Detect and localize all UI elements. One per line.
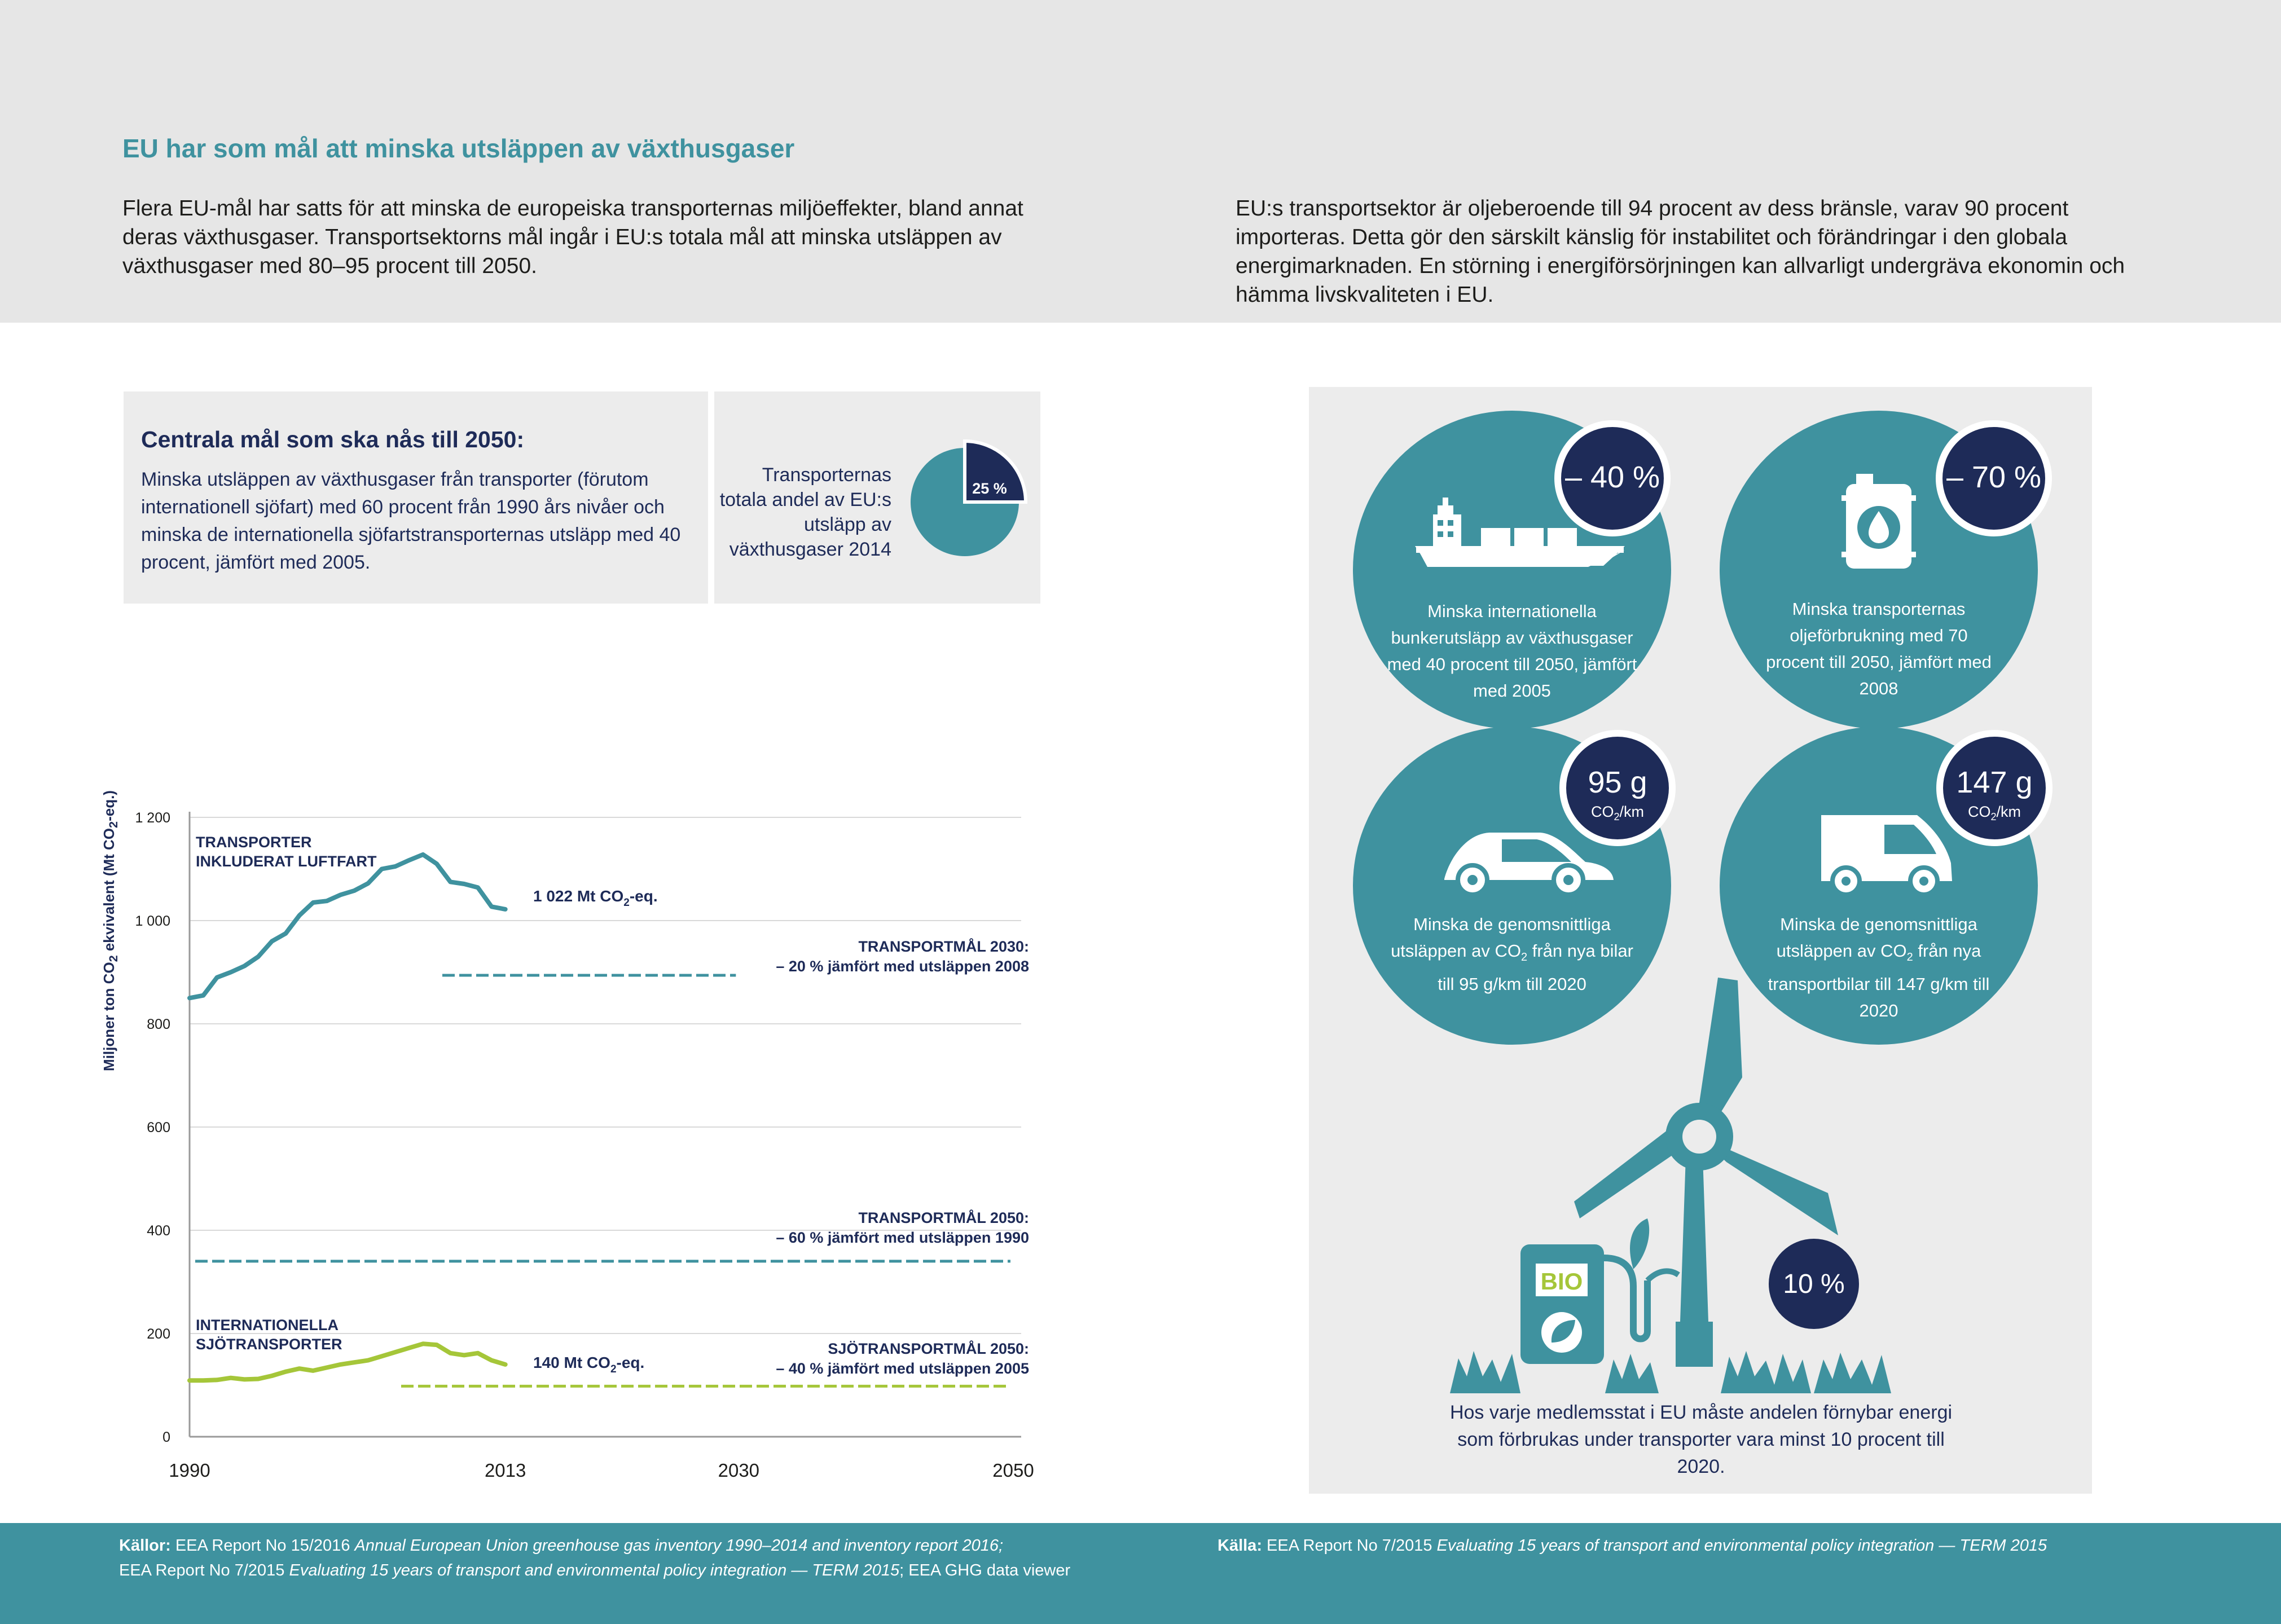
badge-car [1559, 730, 1676, 846]
badge-van [1936, 730, 2053, 846]
x-tick-label-2050: 2050 [992, 1460, 1034, 1481]
goals-title: Centrala mål som ska nås till 2050: [141, 426, 525, 452]
x-tick-label-1990: 1990 [169, 1460, 210, 1481]
target-ship-label-line2: – 40 % jämfört med utsläppen 2005 [776, 1360, 1029, 1377]
infographic-graphics: – 40 % – 70 % 95 g CO2/km 147 g CO2/km B… [1353, 411, 2053, 1393]
end-label-transport: 1 022 Mt CO2-eq. [533, 887, 658, 909]
badge-car-unit: CO2/km [1591, 803, 1644, 822]
badge-oil [1936, 420, 2052, 536]
circle-car-text: Minska de genomsnittliga utsläppen av CO… [1391, 914, 1633, 994]
goals-box [124, 391, 708, 604]
bio-label: BIO [1541, 1268, 1583, 1295]
y-tick-label-1000: 1 000 [135, 913, 170, 929]
wind-caption: Hos varje medlemsstat i EU måste andelen… [1449, 1402, 1953, 1477]
target-2030-label-line1: TRANSPORTMÅL 2030: [858, 938, 1029, 955]
pie-slice-transport [963, 439, 1028, 504]
circle-oil-text: Minska transporternas oljeförbrukning me… [1766, 599, 1992, 698]
target-2050-label-line1: TRANSPORTMÅL 2050: [858, 1209, 1029, 1226]
share-label: Transporternas totala andel av EU:s utsl… [719, 464, 891, 560]
badge-shipping [1554, 420, 1671, 536]
chart-grid [188, 812, 1021, 1438]
intro-text-right: EU:s transportsektor är oljeberoende til… [1236, 196, 2125, 307]
y-tick-label-0: 0 [162, 1429, 170, 1445]
chart-x-ticks: 1990 2013 2030 2050 [169, 1460, 1034, 1481]
series-line-0 [187, 852, 508, 1001]
y-tick-label-800: 800 [147, 1016, 170, 1032]
target-ship-label-line1: SJÖTRANSPORTMÅL 2050: [828, 1340, 1029, 1357]
share-pie-chart: 25 % [911, 439, 1028, 556]
badge-renewable-value: 10 % [1783, 1269, 1844, 1299]
pie-slice-label: 25 % [972, 480, 1007, 497]
series-label-shipping-line1: INTERNATIONELLA [196, 1317, 339, 1333]
badge-car-value: 95 g [1588, 765, 1647, 799]
header-band [0, 0, 2281, 323]
series-label-transport-line2: INKLUDERAT LUFTFART [196, 853, 377, 870]
chart-target-lines [195, 974, 1010, 1388]
chart-series [187, 852, 508, 1383]
chart-y-ticks: 0 200 400 600 800 1 000 1 200 [135, 810, 170, 1445]
badge-oil-value: – 70 % [1946, 460, 2041, 494]
badge-van-value: 147 g [1956, 765, 2032, 799]
series-line-1 [187, 1341, 508, 1383]
series-label-transport-line1: TRANSPORTER [196, 834, 312, 851]
goals-text: Minska utsläppen av växthusgaser från tr… [141, 469, 681, 573]
x-tick-label-2030: 2030 [718, 1460, 759, 1481]
emissions-line-chart: 0 200 400 600 800 1 000 1 200 1990 2013 2030 2050… [135, 810, 1034, 1481]
car-icon [1444, 833, 1614, 897]
footer-band [0, 1523, 2281, 1624]
y-tick-label-600: 600 [147, 1120, 170, 1136]
end-label-shipping: 140 Mt CO2-eq. [533, 1354, 644, 1375]
y-tick-label-1200: 1 200 [135, 810, 170, 826]
wind-turbine-icon [1574, 978, 1838, 1367]
grass-decoration [1450, 1351, 1891, 1393]
circle-shipping-text: Minska internationella bunkerutsläpp av … [1387, 601, 1637, 701]
x-tick-label-2013: 2013 [485, 1460, 526, 1481]
intro-text-left: Flera EU-mål har satts för att minska de… [122, 196, 1023, 278]
y-tick-label-200: 200 [147, 1326, 170, 1342]
footer-sources-left: Källor: EEA Report No 15/2016 Annual Eur… [119, 1537, 1071, 1579]
badge-renewable [1769, 1239, 1859, 1329]
circle-van-text: Minska de genomsnittliga utsläppen av CO… [1768, 914, 1990, 1021]
page-title: EU har som mål att minska utsläppen av v… [122, 134, 795, 163]
target-2050-label-line2: – 60 % jämfört med utsläppen 1990 [776, 1229, 1029, 1246]
badge-shipping-value: – 40 % [1565, 460, 1660, 494]
cargo-ship-icon [1415, 498, 1625, 567]
footer-sources-right: Källa: EEA Report No 7/2015 Evaluating 1… [1218, 1537, 2047, 1555]
bio-fuel-pump-icon: BIO [1520, 1218, 1680, 1364]
target-2030-label-line2: – 20 % jämfört med utsläppen 2008 [776, 958, 1029, 975]
van-icon [1821, 815, 1952, 897]
series-label-shipping-line2: SJÖTRANSPORTER [196, 1336, 342, 1353]
y-tick-label-400: 400 [147, 1223, 170, 1239]
oil-barrel-icon [1841, 474, 1916, 569]
